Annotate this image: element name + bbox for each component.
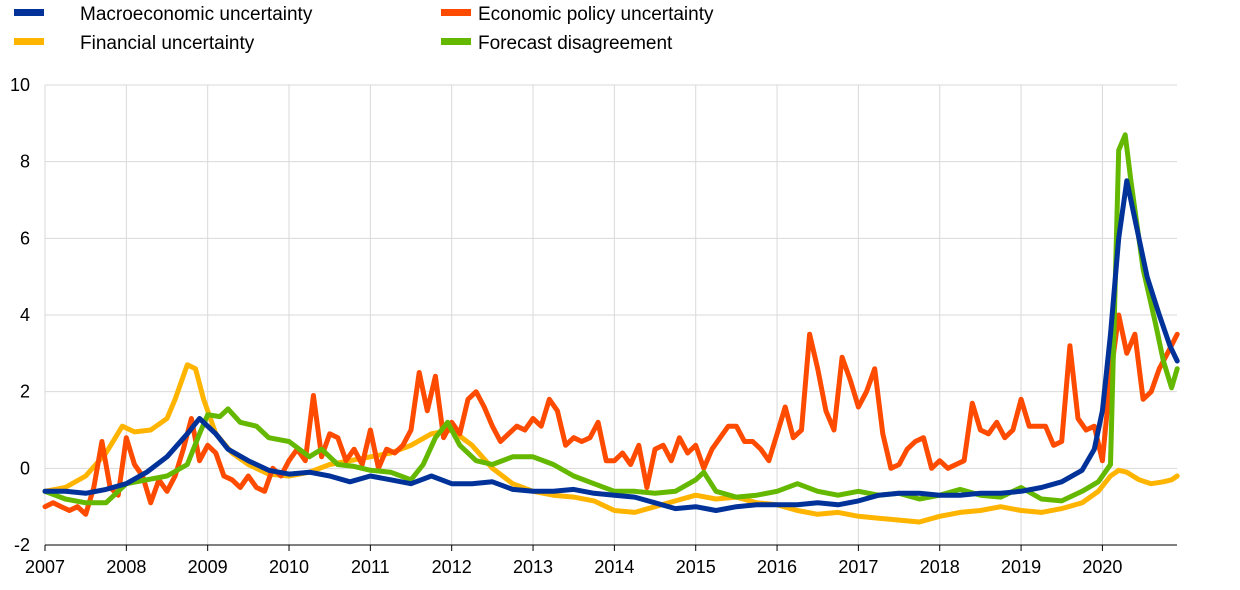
x-tick-label: 2012 — [432, 557, 472, 577]
x-tick-label: 2009 — [188, 557, 228, 577]
legend-swatch-forecast — [441, 38, 471, 45]
legend: Macroeconomic uncertainty Financial unce… — [14, 4, 714, 54]
x-tick-label: 2016 — [757, 557, 797, 577]
legend-label-forecast: Forecast disagreement — [478, 33, 673, 54]
legend-item-policy: Economic policy uncertainty — [441, 4, 714, 25]
legend-swatch-financial — [14, 38, 44, 45]
legend-label-policy: Economic policy uncertainty — [478, 4, 714, 25]
x-tick-label: 2017 — [838, 557, 878, 577]
legend-label-macroeconomic: Macroeconomic uncertainty — [80, 4, 313, 25]
x-tick-label: 2007 — [25, 557, 65, 577]
series-line-financial-uncertainty — [42, 362, 1180, 525]
x-tick-label: 2013 — [513, 557, 553, 577]
x-tick-label: 2020 — [1082, 557, 1122, 577]
legend-swatch-macroeconomic — [14, 9, 44, 16]
x-tick-label: 2018 — [920, 557, 960, 577]
legend-item-forecast: Forecast disagreement — [441, 33, 673, 54]
legend-item-financial: Financial uncertainty — [14, 33, 255, 54]
x-tick-label: 2014 — [594, 557, 634, 577]
series-line-macroeconomic-uncertainty — [42, 178, 1180, 513]
gridlines — [44, 84, 1177, 546]
x-tick-label: 2019 — [1001, 557, 1041, 577]
x-tick-label: 2010 — [269, 557, 309, 577]
y-tick-label: 10 — [10, 75, 30, 95]
x-tick-label: 2015 — [676, 557, 716, 577]
series-line-economic-policy-uncertainty — [42, 312, 1180, 517]
series-line-forecast-disagreement — [42, 132, 1180, 506]
y-tick-label: 6 — [20, 228, 30, 248]
legend-item-macroeconomic: Macroeconomic uncertainty — [14, 4, 313, 25]
legend-label-financial: Financial uncertainty — [80, 33, 255, 54]
y-tick-label: 4 — [20, 305, 30, 325]
y-tick-label: -2 — [14, 535, 30, 555]
y-tick-label: 8 — [20, 152, 30, 172]
axes: -2 0 2 4 6 8 10 2007 2008 2009 2010 2011 2012 2013 201… — [10, 75, 1177, 577]
series-lines — [42, 132, 1180, 525]
y-tick-label: 2 — [20, 382, 30, 402]
x-tick-label: 2011 — [351, 557, 390, 577]
legend-swatch-policy — [441, 9, 471, 16]
x-tick-label: 2008 — [106, 557, 146, 577]
y-tick-label: 0 — [20, 458, 30, 478]
